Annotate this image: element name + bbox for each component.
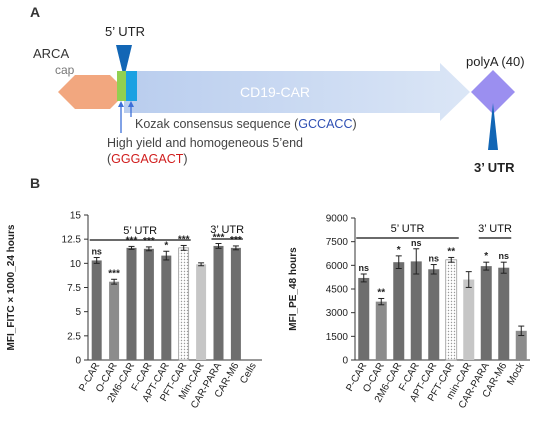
utr3-label: 3’ UTR: [474, 160, 515, 175]
category-label: Cells: [238, 361, 259, 386]
bar-o-car: [375, 301, 387, 360]
significance-label: ***: [143, 236, 155, 247]
yield-sequence: GGGAGACT: [111, 152, 184, 166]
significance-label: *: [397, 245, 401, 256]
utr5-blue-segment: [126, 71, 137, 101]
chart-pe-48h: 0 1500 3000 4500 6000 7500 9000 MFI_PE_48 hours…: [288, 214, 530, 411]
bracket-label: 5’ UTR: [391, 223, 425, 235]
panel-a: A ARCA cap 5’ UTR CD19-CAR polyA (40) 3’…: [30, 4, 525, 175]
bar-car-para: [480, 266, 492, 360]
significance-label: **: [447, 246, 455, 257]
y-tick-label: 12.5: [62, 235, 82, 246]
bar-car-para: [213, 245, 224, 360]
yield-annotation-line1: High yield and homogeneous 5’end: [107, 136, 303, 150]
utr3-triangle-marker: [488, 103, 498, 150]
y-tick-label: 10: [70, 259, 82, 270]
significance-label: ns: [91, 247, 102, 257]
y-tick-label: 6000: [326, 261, 349, 272]
bar-pft-car: [178, 247, 190, 361]
significance-label: **: [377, 287, 385, 298]
cap-hexagon: [58, 75, 127, 109]
category-label: Mock: [505, 360, 527, 387]
bracket-label: 5’ UTR: [123, 225, 157, 237]
y-tick-label: 7500: [326, 237, 349, 248]
panel-b-label: B: [30, 175, 40, 191]
cap-subtitle: cap: [55, 63, 75, 77]
kozak-sequence: GCCACC: [298, 117, 352, 131]
utr5-triangle-marker: [116, 45, 132, 78]
significance-label: ns: [428, 254, 439, 264]
significance-label: ns: [411, 238, 422, 248]
cds-label: CD19-CAR: [240, 84, 310, 100]
y-tick-label: 2.5: [67, 331, 81, 342]
bar-f-car: [143, 248, 154, 360]
y-tick-label: 9000: [326, 214, 349, 225]
significance-label: ns: [498, 251, 509, 261]
significance-label: *: [164, 240, 168, 251]
significance-label: ***: [213, 233, 225, 244]
utr5-green-segment: [117, 71, 126, 101]
cap-title: ARCA: [33, 46, 69, 61]
bar-2m6-car: [393, 262, 405, 360]
y-tick-label: 15: [70, 211, 82, 222]
cds-arrow: [124, 63, 470, 121]
bar-car-m6: [498, 267, 510, 360]
significance-label: ***: [230, 235, 242, 246]
bar-f-car: [410, 261, 422, 360]
panel-a-label: A: [30, 4, 40, 20]
bar-o-car: [109, 281, 120, 360]
y-axis-label: MFI_PE_48 hours: [288, 247, 299, 331]
bracket-label: 3’ UTR: [478, 223, 512, 235]
bar-p-car: [91, 260, 102, 360]
y-tick-label: 4500: [326, 285, 349, 296]
utr5-label: 5’ UTR: [105, 24, 145, 39]
y-tick-label: 7.5: [67, 283, 81, 294]
bar-apt-car: [428, 269, 440, 360]
bar-apt-car: [161, 255, 172, 360]
bar-min-car: [463, 279, 475, 360]
y-tick-label: 0: [75, 356, 81, 367]
bar-min-car: [196, 264, 207, 360]
bar-2m6-car: [126, 247, 137, 360]
annotation-arrows: [118, 101, 134, 133]
yield-annotation-line2: (GGGAGACT): [107, 152, 188, 166]
significance-label: *: [484, 251, 488, 262]
bracket-label: 3’ UTR: [210, 224, 244, 236]
y-tick-label: 0: [342, 356, 348, 367]
y-axis-label: MFI_FITC × 1000_24 hours: [6, 224, 17, 350]
bar-pft-car: [445, 259, 458, 361]
bar-p-car: [358, 277, 370, 360]
significance-label: ns: [358, 263, 369, 273]
significance-label: ***: [108, 268, 120, 279]
bar-mock: [515, 330, 527, 360]
polya-label: polyA (40): [466, 54, 525, 69]
bar-car-m6: [230, 247, 241, 360]
y-tick-label: 5: [75, 307, 81, 318]
y-tick-label: 1500: [326, 332, 349, 343]
y-tick-label: 3000: [326, 308, 349, 319]
chart-fitc-24h: 0 2.5 5 7.5 10 12.5 15 MFI_FITC × 1000_24 hours…: [6, 211, 262, 411]
kozak-annotation: Kozak consensus sequence (GCCACC): [135, 117, 357, 131]
polya-diamond: [471, 70, 515, 114]
significance-label: ***: [126, 235, 138, 246]
